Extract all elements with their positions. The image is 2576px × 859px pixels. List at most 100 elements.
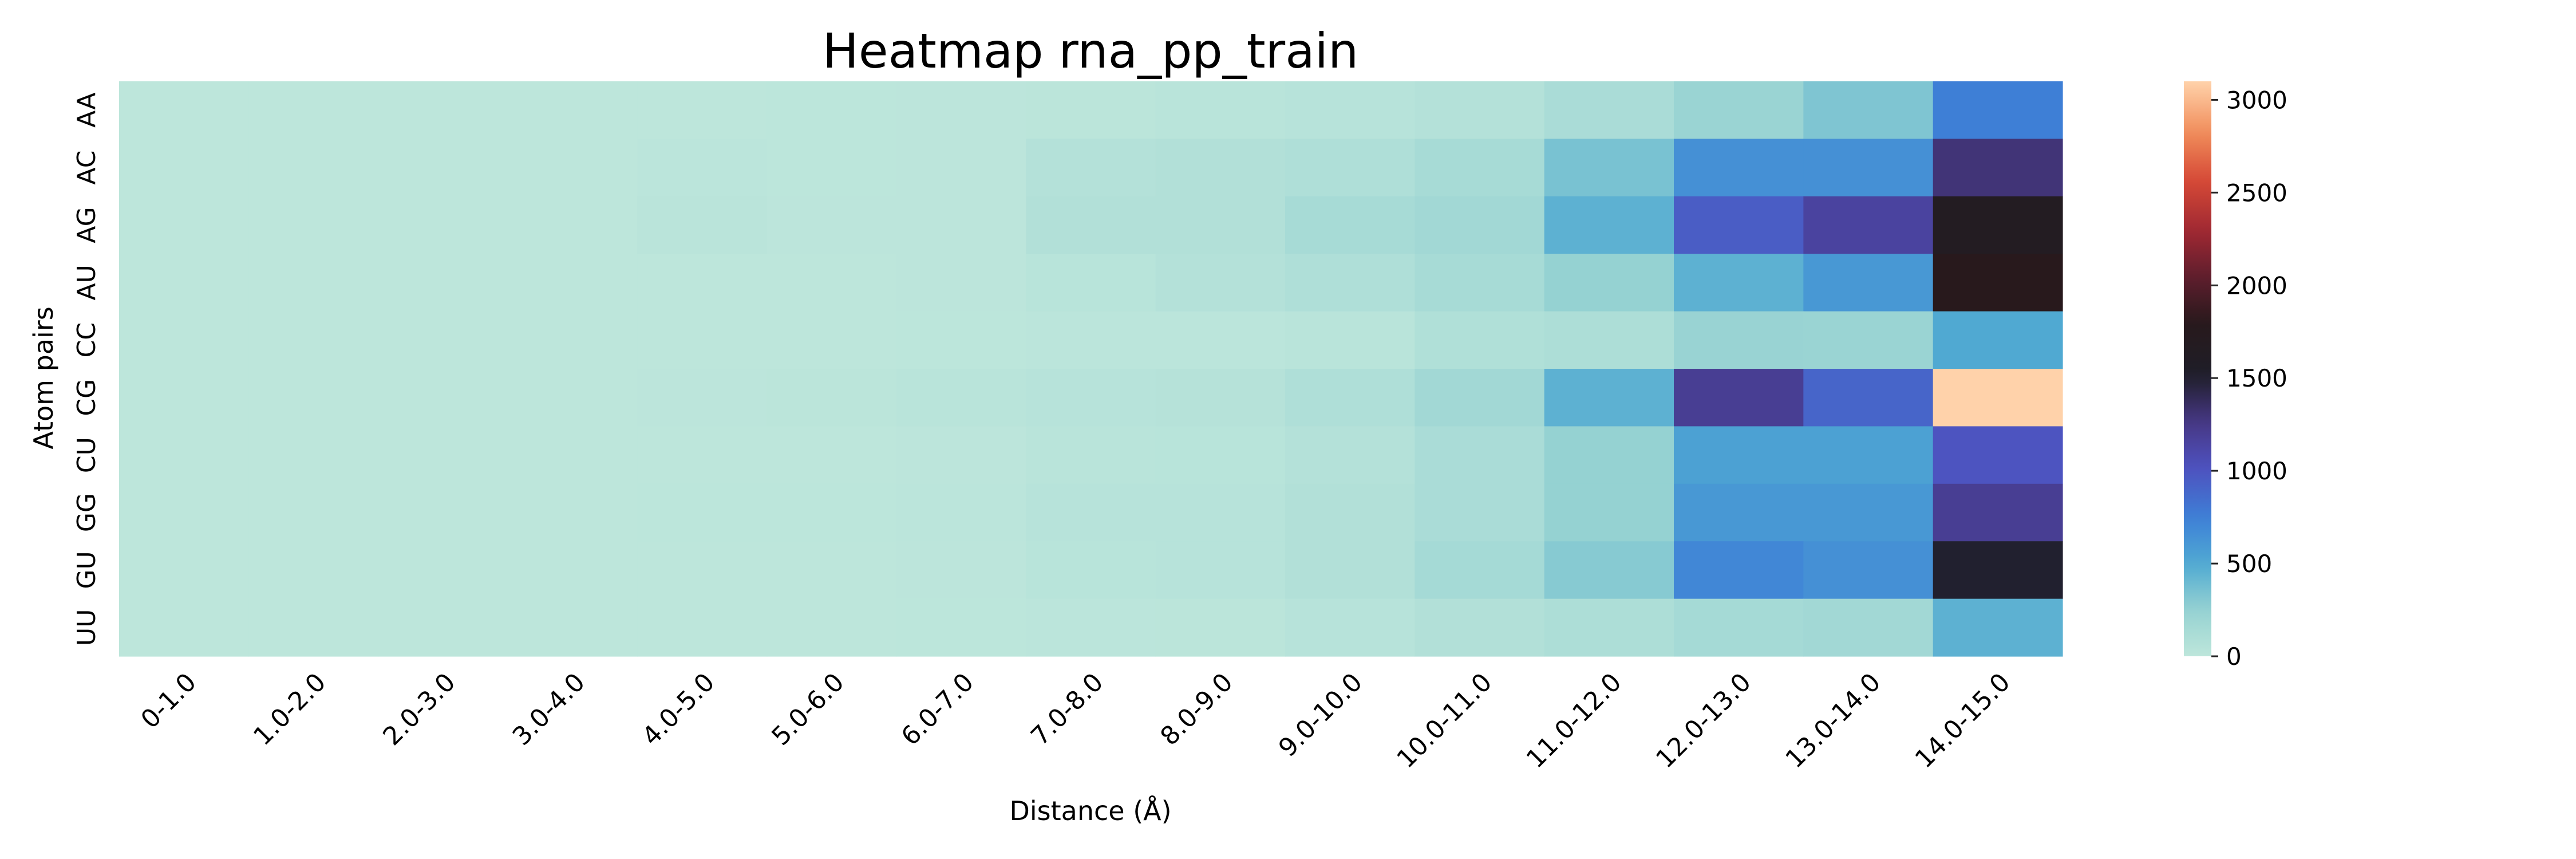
heatmap-cell — [1415, 254, 1545, 312]
heatmap-cell — [248, 196, 379, 254]
x-tick-labels: 0-1.0 1.0-2.0 2.0-3.0 3.0-4.0 4.0-5.0 5.0-6.0… — [135, 668, 2016, 774]
heatmap-cell — [1803, 426, 1934, 484]
heatmap-cell — [248, 541, 379, 600]
heatmap-cell — [248, 598, 379, 657]
heatmap-cell — [1933, 311, 2063, 369]
heatmap-cell — [1026, 598, 1156, 657]
heatmap-cell — [508, 426, 638, 484]
heatmap-cell — [896, 254, 1026, 312]
heatmap-cell — [1155, 196, 1286, 254]
heatmap-cell — [1803, 254, 1934, 312]
heatmap-cell — [378, 369, 508, 427]
colorbar-tick-label: 500 — [2226, 550, 2272, 578]
heatmap-cell — [119, 311, 249, 369]
heatmap-cell — [1674, 598, 1804, 657]
x-tick-label: 6.0-7.0 — [896, 668, 979, 751]
heatmap-cell — [378, 541, 508, 600]
colorbar-ticks: 0 500 1000 1500 2000 2500 3000 — [2211, 86, 2287, 671]
x-tick-label: 1.0-2.0 — [248, 668, 331, 751]
heatmap-cell — [508, 81, 638, 139]
heatmap-cell — [1674, 139, 1804, 197]
heatmap-cell — [896, 81, 1026, 139]
x-tick-label: 3.0-4.0 — [507, 668, 591, 751]
heatmap-cell — [378, 598, 508, 657]
heatmap-cell — [248, 369, 379, 427]
heatmap-cell — [767, 483, 897, 542]
heatmap-cell — [637, 81, 768, 139]
heatmap-cell — [1674, 81, 1804, 139]
heatmap-cell — [1803, 196, 1934, 254]
x-tick-label: 14.0-15.0 — [1910, 668, 2016, 774]
heatmap-cell — [767, 81, 897, 139]
heatmap-cell — [1933, 139, 2063, 197]
heatmap-cell — [1933, 541, 2063, 600]
y-tick-label: GU — [72, 551, 101, 589]
heatmap-cell — [1415, 598, 1545, 657]
heatmap-cell — [1026, 139, 1156, 197]
x-tick-label: 7.0-8.0 — [1025, 668, 1109, 751]
heatmap-cell — [248, 426, 379, 484]
heatmap-cell — [767, 598, 897, 657]
heatmap-cell — [1285, 369, 1415, 427]
y-tick-label: CG — [72, 379, 101, 416]
x-axis-label: Distance (Å) — [1009, 795, 1171, 826]
heatmap-cell — [119, 541, 249, 600]
heatmap-cell — [1933, 369, 2063, 427]
heatmap-cell — [1674, 483, 1804, 542]
heatmap-cell — [767, 139, 897, 197]
y-tick-label: AA — [72, 92, 101, 127]
heatmap-cell — [1285, 541, 1415, 600]
colorbar-tick-label: 0 — [2226, 643, 2242, 671]
heatmap-cell — [1155, 598, 1286, 657]
heatmap-cell — [767, 196, 897, 254]
heatmap-cell — [119, 598, 249, 657]
heatmap-cell — [1544, 81, 1674, 139]
heatmap-cell — [1285, 483, 1415, 542]
heatmap-cell — [1155, 311, 1286, 369]
heatmap-cell — [119, 81, 249, 139]
heatmap-cell — [508, 196, 638, 254]
x-tick-label: 5.0-6.0 — [766, 668, 850, 751]
heatmap-cell — [508, 598, 638, 657]
chart-title: Heatmap rna_pp_train — [823, 23, 1359, 79]
heatmap-cell — [1674, 254, 1804, 312]
heatmap-cell — [1155, 483, 1286, 542]
heatmap-cell — [119, 139, 249, 197]
colorbar-tick-label: 2000 — [2226, 271, 2287, 300]
heatmap-cell — [637, 598, 768, 657]
heatmap-cell — [119, 254, 249, 312]
heatmap-cell — [248, 81, 379, 139]
colorbar — [2184, 81, 2211, 656]
heatmap-cell — [1415, 311, 1545, 369]
x-tick-label: 4.0-5.0 — [637, 668, 720, 751]
heatmap-cell — [1415, 541, 1545, 600]
heatmap-cell — [1803, 598, 1934, 657]
heatmap-cell — [1026, 254, 1156, 312]
heatmap-cell — [508, 483, 638, 542]
heatmap-cell — [378, 81, 508, 139]
heatmap-cell — [1026, 369, 1156, 427]
heatmap-cell — [637, 139, 768, 197]
y-tick-label: AG — [72, 207, 101, 243]
heatmap-cell — [1544, 369, 1674, 427]
heatmap-cell — [767, 426, 897, 484]
heatmap-cell — [1803, 81, 1934, 139]
x-tick-label: 13.0-14.0 — [1780, 668, 1886, 774]
heatmap-cell — [1674, 311, 1804, 369]
heatmap-cell — [1415, 426, 1545, 484]
heatmap-cell — [378, 311, 508, 369]
heatmap-cell — [1933, 196, 2063, 254]
heatmap-cell — [1933, 426, 2063, 484]
heatmap-cell — [896, 196, 1026, 254]
heatmap-cell — [378, 139, 508, 197]
heatmap-cell — [1026, 483, 1156, 542]
heatmap-cell — [508, 139, 638, 197]
heatmap-cell — [119, 426, 249, 484]
x-tick-label: 9.0-10.0 — [1273, 668, 1368, 763]
heatmap-cell — [1026, 81, 1156, 139]
x-tick-label: 10.0-11.0 — [1391, 668, 1498, 774]
heatmap-cell — [1155, 426, 1286, 484]
x-tick-label: 12.0-13.0 — [1650, 668, 1757, 774]
heatmap-cell — [1415, 139, 1545, 197]
